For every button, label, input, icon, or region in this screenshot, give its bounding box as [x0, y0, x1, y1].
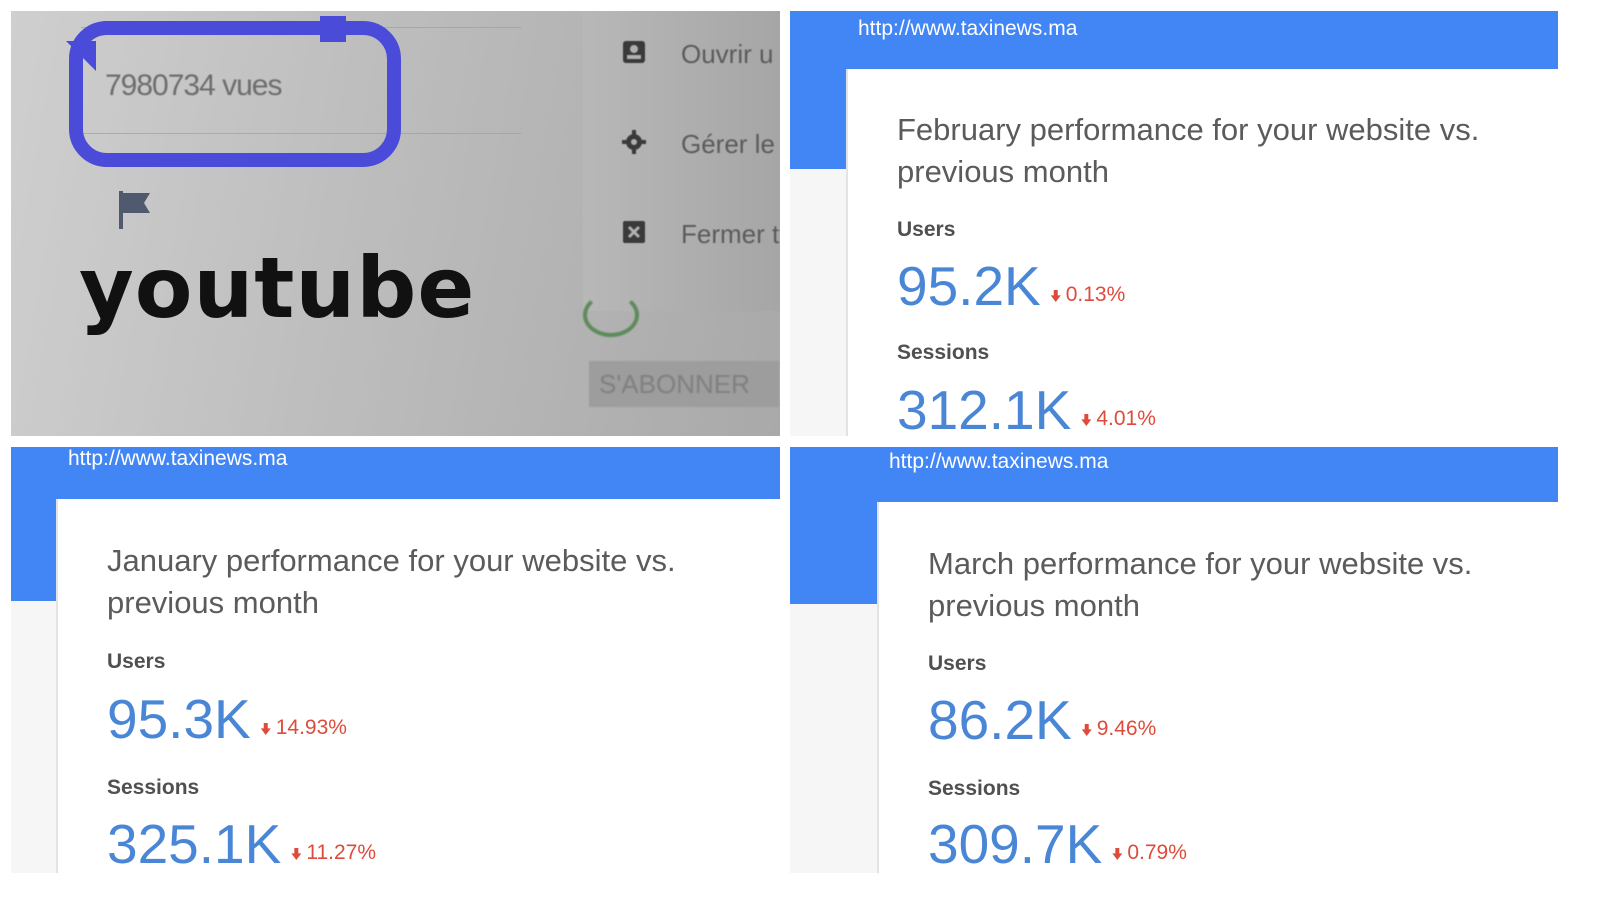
sessions-delta-value: 11.27% [306, 841, 376, 864]
card-side-gutter [11, 601, 56, 873]
users-value: 95.2K [897, 255, 1041, 317]
close-box-icon [623, 221, 645, 243]
users-delta-value: 0.13% [1065, 283, 1126, 306]
arrow-down-icon [291, 848, 302, 860]
sessions-delta-value: 0.79% [1127, 841, 1187, 864]
flag-icon [119, 191, 150, 229]
card-side-bar [11, 499, 56, 601]
gear-icon [622, 130, 646, 154]
menu-item-label: Ouvrir u [681, 39, 774, 69]
card-header-bar [11, 447, 780, 499]
march-performance-card: http://www.taxinews.ma March performance… [790, 447, 1558, 873]
card-side-bar [790, 69, 846, 169]
sessions-label: Sessions [107, 776, 200, 799]
card-title: March performance for your website vs. p… [928, 546, 1473, 623]
youtube-screen-photo: 7980734 vues youtube Ouvrir u Gérer le [11, 11, 780, 436]
users-value: 86.2K [928, 689, 1072, 751]
arrow-down-icon [1081, 414, 1092, 426]
sessions-metric: 325.1K 11.27% [107, 817, 376, 872]
users-label: Users [928, 652, 987, 675]
arrow-down-icon [1081, 724, 1092, 736]
arrow-down-icon [260, 723, 271, 735]
youtube-caption: youtube [79, 239, 476, 337]
january-performance-card: http://www.taxinews.ma January performan… [11, 447, 780, 873]
sessions-change: 11.27% [291, 841, 376, 864]
person-badge-icon [623, 41, 645, 63]
arrow-down-icon [1112, 848, 1123, 860]
card-sheet [846, 69, 1558, 436]
users-metric: 86.2K 9.46% [928, 693, 1156, 748]
card-title: February performance for your website vs… [897, 112, 1480, 189]
site-url[interactable]: http://www.taxinews.ma [858, 17, 1078, 40]
photo-divider [81, 133, 521, 134]
subscribe-button[interactable]: S'ABONNER [589, 361, 779, 407]
users-metric: 95.2K 0.13% [897, 259, 1125, 314]
sessions-change: 4.01% [1081, 407, 1156, 430]
sessions-value: 312.1K [897, 379, 1072, 437]
context-menu: Ouvrir u Gérer le Fermer t [583, 11, 780, 311]
users-delta-value: 14.93% [275, 716, 347, 739]
sessions-value: 325.1K [107, 813, 282, 873]
card-side-gutter [790, 604, 877, 873]
site-url[interactable]: http://www.taxinews.ma [68, 447, 288, 470]
arrow-down-icon [1050, 290, 1061, 302]
card-side-bar [790, 502, 877, 604]
sessions-metric: 309.7K 0.79% [928, 817, 1187, 872]
users-change: 14.93% [260, 716, 347, 739]
users-delta-value: 9.46% [1096, 717, 1157, 740]
users-metric: 95.3K 14.93% [107, 692, 347, 747]
card-sheet [56, 499, 780, 873]
site-url[interactable]: http://www.taxinews.ma [889, 450, 1109, 473]
sessions-label: Sessions [928, 777, 1021, 800]
channel-avatar [583, 293, 639, 337]
view-count: 7980734 vues [105, 69, 282, 102]
menu-item-label: Gérer le [681, 129, 775, 159]
users-label: Users [107, 650, 166, 673]
sessions-value: 309.7K [928, 813, 1103, 873]
card-title: January performance for your website vs.… [107, 543, 676, 620]
sessions-change: 0.79% [1112, 841, 1187, 864]
card-header-bar [790, 11, 1558, 69]
users-value: 95.3K [107, 688, 251, 750]
sessions-label: Sessions [897, 341, 990, 364]
card-side-gutter [790, 169, 846, 436]
menu-item-label: Fermer t [681, 219, 780, 249]
users-label: Users [897, 218, 956, 241]
highlight-stroke-mark [320, 16, 346, 42]
users-change: 9.46% [1081, 717, 1157, 740]
card-header-bar [790, 447, 1558, 502]
card-sheet [877, 502, 1558, 873]
february-performance-card: http://www.taxinews.ma February performa… [790, 11, 1558, 436]
highlight-circle [69, 21, 401, 167]
sessions-delta-value: 4.01% [1096, 407, 1156, 430]
sessions-metric: 312.1K 4.01% [897, 383, 1156, 437]
users-change: 0.13% [1050, 283, 1126, 306]
